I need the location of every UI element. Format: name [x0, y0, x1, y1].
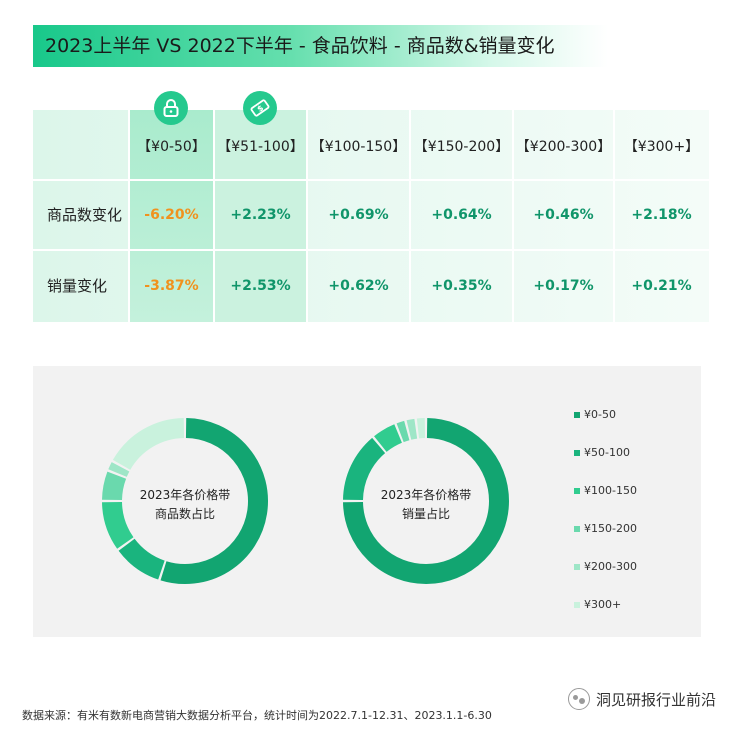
value-cell: +0.46% — [533, 207, 594, 223]
value-cell: +0.62% — [328, 278, 389, 294]
legend-swatch — [574, 525, 580, 532]
legend-item: ¥150-200 — [574, 522, 637, 535]
donut-1-slice-5 — [112, 418, 185, 471]
value-cell: +2.23% — [230, 207, 291, 223]
donut-1-label-line2: 商品数占比 — [154, 507, 215, 521]
header-0-50: 【¥0-50】 — [137, 139, 206, 155]
legend-item: ¥300+ — [574, 598, 621, 611]
legend-label: ¥200-300 — [584, 560, 637, 573]
value-cell: +0.35% — [431, 278, 492, 294]
value-cell: +2.53% — [230, 278, 291, 294]
donut-1-slice-2 — [102, 501, 134, 549]
donut-1-label: 2023年各价格带 商品数占比 — [123, 486, 247, 524]
value-cell: +0.64% — [431, 207, 492, 223]
donut-2-label-line2: 销量占比 — [401, 507, 450, 521]
donut-2-slice-1 — [343, 437, 386, 501]
title-banner: 2023上半年 VS 2022下半年 - 食品饮料 - 商品数&销量变化 — [33, 25, 608, 67]
page-title: 2023上半年 VS 2022下半年 - 食品饮料 - 商品数&销量变化 — [45, 35, 555, 57]
brand-watermark: 洞见研报行业前沿 — [567, 688, 716, 710]
legend-label: ¥0-50 — [584, 408, 616, 421]
legend-label: ¥150-200 — [584, 522, 637, 535]
donut-charts — [102, 418, 509, 584]
value-cell: -3.87% — [144, 278, 199, 294]
legend-swatch — [574, 449, 580, 456]
legend-swatch — [574, 487, 580, 494]
value-cell: +2.18% — [631, 207, 692, 223]
donut-2-label: 2023年各价格带 销量占比 — [364, 486, 488, 524]
donut-1-label-line1: 2023年各价格带 — [139, 488, 231, 502]
value-cell: -6.20% — [144, 207, 199, 223]
legend-label: ¥100-150 — [584, 484, 637, 497]
table-background — [33, 110, 709, 322]
header-200-300: 【¥200-300】 — [515, 139, 612, 155]
legend-item: ¥100-150 — [574, 484, 637, 497]
value-cell: +0.21% — [631, 278, 692, 294]
data-source-note: 数据来源：有米有数新电商营销大数据分析平台，统计时间为2022.7.1-12.3… — [22, 709, 492, 722]
row-label-sales: 销量变化 — [47, 277, 108, 295]
donut-1-slice-4 — [108, 462, 130, 478]
legend-label: ¥50-100 — [584, 446, 630, 459]
row-label-item-count: 商品数变化 — [47, 206, 123, 224]
header-100-150: 【¥100-150】 — [310, 139, 407, 155]
distribution-panel: 2023年各价格带 商品数占比 2023年各价格带 销量占比 ¥0-50 ¥50… — [33, 366, 701, 637]
donut-1-slice-0 — [160, 418, 268, 584]
value-cell: +0.69% — [328, 207, 389, 223]
legend-item: ¥50-100 — [574, 446, 630, 459]
header-51-100: 【¥51-100】 — [217, 139, 304, 155]
donut-2-slice-3 — [396, 420, 410, 443]
brand-name: 洞见研报行业前沿 — [595, 690, 716, 709]
legend-label: ¥300+ — [584, 598, 622, 611]
legend-item: ¥200-300 — [574, 560, 637, 573]
wechat-icon — [567, 688, 590, 710]
change-table: 【¥0-50】 【¥51-100】 【¥100-150】 【¥150-200】 … — [33, 110, 709, 322]
header-300-plus: 【¥300+】 — [623, 139, 700, 155]
donut-2-label-line1: 2023年各价格带 — [380, 488, 472, 502]
money-icon: $ — [243, 91, 277, 125]
donut-2-slice-2 — [374, 424, 403, 453]
svg-text:$: $ — [256, 103, 266, 114]
legend-swatch — [574, 411, 580, 418]
legend-swatch — [574, 563, 580, 570]
lock-icon — [154, 91, 188, 125]
legend-item: ¥0-50 — [574, 408, 616, 421]
value-cell: +0.17% — [533, 278, 594, 294]
legend-swatch — [574, 601, 580, 608]
donut-1-slice-1 — [118, 538, 165, 580]
donut-2-slice-0 — [343, 418, 509, 584]
donut-1-slice-3 — [102, 471, 127, 501]
donut-2-slice-4 — [406, 418, 418, 440]
header-150-200: 【¥150-200】 — [413, 139, 510, 155]
